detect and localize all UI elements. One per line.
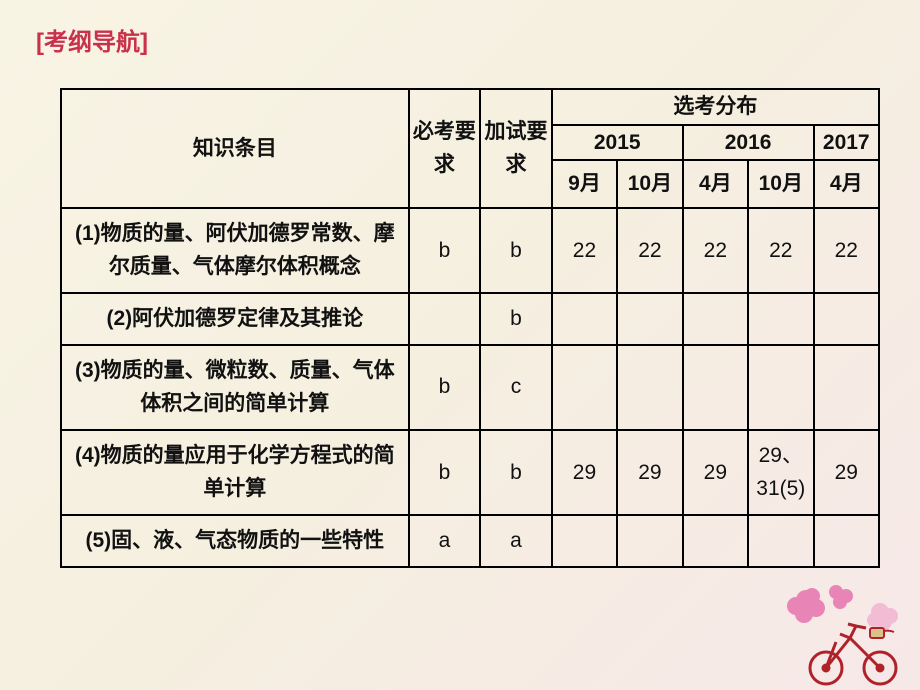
cell-month <box>552 345 617 430</box>
cell-month <box>617 515 682 567</box>
cell-month: 22 <box>683 208 748 293</box>
header-required: 必考要求 <box>409 89 481 208</box>
cell-required <box>409 293 481 345</box>
cell-additional: c <box>480 345 552 430</box>
cell-item: (2)阿伏加德罗定律及其推论 <box>61 293 409 345</box>
cell-month: 29 <box>552 430 617 515</box>
cell-month: 29、31(5) <box>748 430 813 515</box>
header-additional: 加试要求 <box>480 89 552 208</box>
cell-month <box>617 293 682 345</box>
decoration-icon <box>776 578 916 688</box>
cell-required: b <box>409 430 481 515</box>
cell-item: (5)固、液、气态物质的一些特性 <box>61 515 409 567</box>
cell-month: 29 <box>617 430 682 515</box>
cell-month: 22 <box>814 208 879 293</box>
table-row: (4)物质的量应用于化学方程式的简单计算 b b 29 29 29 29、31(… <box>61 430 879 515</box>
cell-month <box>748 345 813 430</box>
header-distribution: 选考分布 <box>552 89 879 125</box>
cell-month <box>814 293 879 345</box>
cell-month <box>748 515 813 567</box>
header-month: 10月 <box>617 160 682 208</box>
cell-additional: b <box>480 208 552 293</box>
cell-month <box>748 293 813 345</box>
page-title: [考纲导航] <box>36 22 148 57</box>
cell-item: (3)物质的量、微粒数、质量、气体体积之间的简单计算 <box>61 345 409 430</box>
header-item: 知识条目 <box>61 89 409 208</box>
header-year-2015: 2015 <box>552 125 683 161</box>
header-month: 4月 <box>814 160 879 208</box>
header-year-2016: 2016 <box>683 125 814 161</box>
cell-month: 22 <box>552 208 617 293</box>
cell-month: 29 <box>814 430 879 515</box>
header-year-2017: 2017 <box>814 125 879 161</box>
cell-item: (4)物质的量应用于化学方程式的简单计算 <box>61 430 409 515</box>
cell-month <box>552 515 617 567</box>
header-month: 9月 <box>552 160 617 208</box>
cell-month <box>552 293 617 345</box>
cell-month: 22 <box>617 208 682 293</box>
cell-month <box>617 345 682 430</box>
cell-month: 29 <box>683 430 748 515</box>
cell-item: (1)物质的量、阿伏加德罗常数、摩尔质量、气体摩尔体积概念 <box>61 208 409 293</box>
cell-additional: b <box>480 293 552 345</box>
cell-required: b <box>409 345 481 430</box>
cell-month <box>814 345 879 430</box>
table-row: (2)阿伏加德罗定律及其推论 b <box>61 293 879 345</box>
header-month: 4月 <box>683 160 748 208</box>
table-row: (3)物质的量、微粒数、质量、气体体积之间的简单计算 b c <box>61 345 879 430</box>
cell-additional: b <box>480 430 552 515</box>
header-month: 10月 <box>748 160 813 208</box>
cell-month <box>683 293 748 345</box>
cell-month <box>814 515 879 567</box>
cell-month <box>683 515 748 567</box>
cell-month: 22 <box>748 208 813 293</box>
cell-required: b <box>409 208 481 293</box>
table-row: (5)固、液、气态物质的一些特性 a a <box>61 515 879 567</box>
table-row: (1)物质的量、阿伏加德罗常数、摩尔质量、气体摩尔体积概念 b b 22 22 … <box>61 208 879 293</box>
cell-month <box>683 345 748 430</box>
cell-required: a <box>409 515 481 567</box>
syllabus-table: 知识条目 必考要求 加试要求 选考分布 2015 2016 2017 9月 10… <box>60 88 880 568</box>
cell-additional: a <box>480 515 552 567</box>
